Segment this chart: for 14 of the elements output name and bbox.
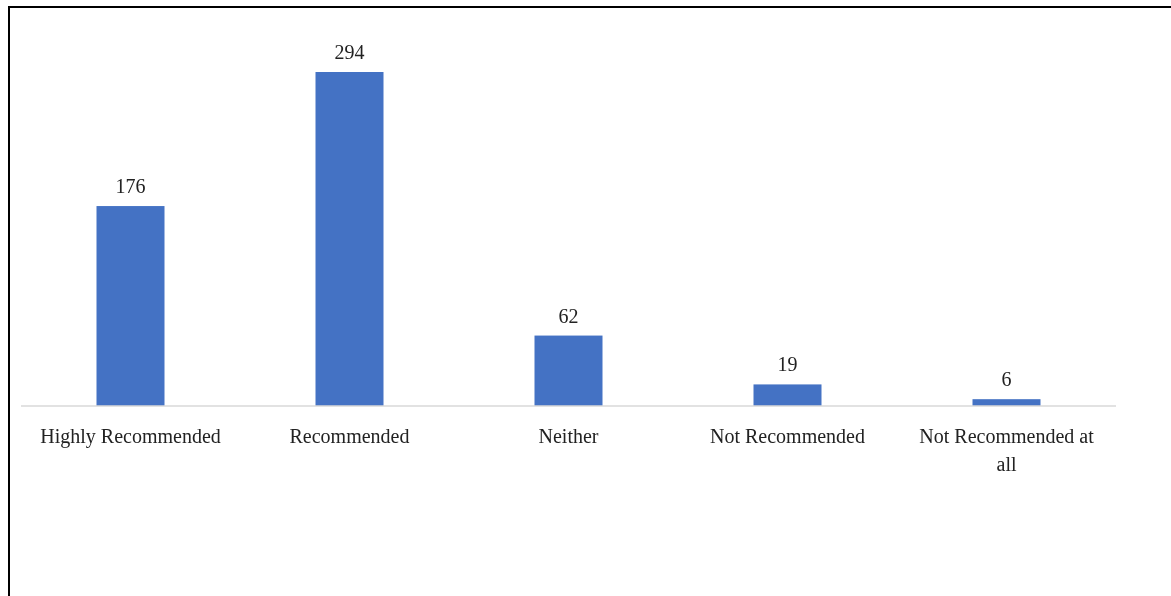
data-label: 62 xyxy=(558,304,579,327)
x-tick-label: Highly Recommended xyxy=(40,425,221,448)
x-tick-label: Not Recommended at all xyxy=(919,425,1095,475)
bar xyxy=(96,206,165,406)
data-label: 6 xyxy=(1001,368,1012,391)
bar xyxy=(315,72,384,406)
data-label: 19 xyxy=(777,353,798,376)
x-tick-label: Neither xyxy=(538,425,599,447)
data-label: 294 xyxy=(334,41,365,63)
x-tick-label: Not Recommended xyxy=(710,425,865,447)
bar xyxy=(753,384,822,406)
data-label: 176 xyxy=(115,175,146,198)
x-tick-label: Recommended xyxy=(289,425,410,447)
bar xyxy=(534,335,603,406)
